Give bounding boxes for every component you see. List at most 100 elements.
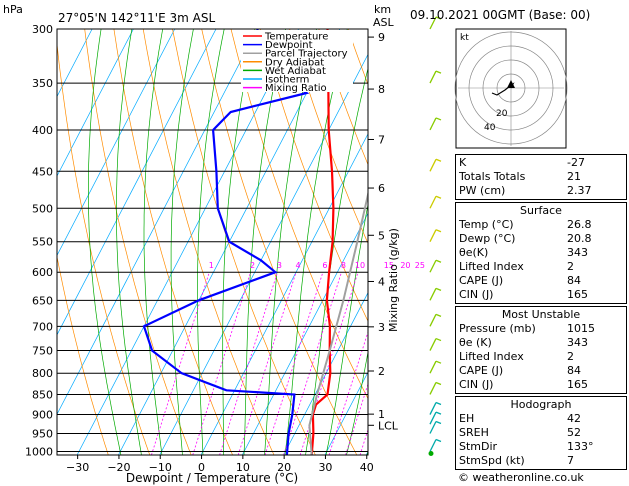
dry-adiabat-line [318, 29, 368, 166]
series-parcel-trajectory [308, 190, 368, 455]
unstable-value: 84 [567, 364, 581, 377]
wind-barb-flag [435, 70, 442, 74]
legend-label: Dry Adiabat [265, 57, 324, 68]
x-tick-label: −10 [149, 461, 172, 474]
mixing-ratio-label: 1 [209, 261, 214, 270]
unstable-label: θe (K) [459, 336, 492, 349]
indices-panel: K -27 Totals Totals 21 PW (cm) 2.37 Surface… [455, 154, 627, 472]
profile-lines [142, 29, 368, 455]
wet-adiabat-line [264, 29, 317, 455]
unstable-value: 2 [567, 350, 574, 363]
dry-adiabat-line [57, 255, 109, 455]
wet-adiabat-line [143, 29, 164, 455]
date-title: 09.10.2021 00GMT (Base: 00) [410, 8, 590, 22]
surface-label: Lifted Index [459, 260, 524, 273]
unstable-label: Lifted Index [459, 350, 524, 363]
pressure-tick-label: 600 [32, 266, 53, 279]
wind-barb-flag [435, 195, 442, 199]
hodo-value: 133° [567, 440, 594, 453]
pressure-tick-label: 950 [32, 428, 53, 441]
hodo-value: 42 [567, 412, 581, 425]
surface-value: 20.8 [567, 232, 592, 245]
hodo-row: StmSpd (kt) 7 [459, 454, 623, 468]
dry-adiabat-line [172, 29, 316, 455]
hpa-label: hPa [3, 3, 23, 16]
wind-barb-flag [435, 16, 442, 20]
pressure-tick-label: 750 [32, 345, 53, 358]
pressure-tick-label: 850 [32, 388, 53, 401]
pressure-tick-label: 350 [32, 77, 53, 90]
wet-adiabat-line [284, 29, 348, 455]
legend-label: Mixing Ratio [265, 83, 327, 94]
km-tick-label: 3 [378, 321, 385, 334]
x-tick-label: 30 [318, 461, 332, 474]
pressure-tick-label: 400 [32, 124, 53, 137]
wind-barb-flag [435, 360, 442, 364]
mixing-ratio-label: 8 [341, 261, 346, 270]
pressure-tick-label: 900 [32, 409, 53, 422]
pressure-tick-label: 1000 [25, 446, 53, 459]
wet-adiabat-line [346, 350, 368, 455]
km-tick-label: 2 [378, 365, 385, 378]
surface-value: 26.8 [567, 218, 592, 231]
most-unstable-title: Most Unstable [501, 308, 581, 321]
surface-label: CIN (J) [459, 288, 494, 301]
wind-barb [429, 421, 437, 434]
x-axis-title: Dewpoint / Temperature (°C) [126, 471, 298, 485]
surface-label: Dewp (°C) [459, 232, 516, 245]
hodo-label: EH [459, 412, 475, 425]
hodo-ring-label-20: 20 [496, 109, 508, 119]
surface-row: Temp (°C) 26.8 [459, 218, 623, 232]
wet-adiabat-line [243, 29, 287, 455]
isotherm-line [57, 29, 134, 177]
km-label: km [374, 3, 391, 16]
wind-barb-flag [435, 420, 442, 425]
surface-value: 343 [567, 246, 588, 259]
unstable-row: CIN (J) 165 [459, 378, 623, 392]
surface-row: CIN (J) 165 [459, 288, 623, 302]
hodo-value: 52 [567, 426, 581, 439]
unstable-label: Pressure (mb) [459, 322, 536, 335]
wet-adiabat-line [222, 29, 256, 455]
wind-barb-flag [435, 259, 442, 263]
km-tick-label: 9 [378, 31, 385, 44]
surface-label: CAPE (J) [459, 274, 504, 287]
pressure-tick-label: 450 [32, 165, 53, 178]
dry-adiabat-line [259, 29, 368, 322]
km-tick-label: 4 [378, 275, 385, 288]
legend-label: Parcel Trajectory [265, 49, 348, 60]
totals-totals-label: Totals Totals [459, 170, 526, 183]
wind-barb-flag [435, 438, 442, 443]
dry-adiabat-line [84, 29, 192, 455]
mixing-ratio-label: 10 [355, 261, 365, 270]
x-tick-label: −20 [107, 461, 130, 474]
legend-label: Isotherm [265, 75, 309, 86]
unstable-row: θe (K) 343 [459, 336, 623, 350]
wind-barb-flag [435, 158, 442, 162]
pressure-tick-label: 550 [32, 236, 53, 249]
surface-label: Temp (°C) [459, 218, 514, 231]
pressure-tick-label: 300 [32, 23, 53, 36]
km-tick-label: 7 [378, 133, 385, 146]
series-temperature [310, 29, 335, 455]
wind-barb [429, 158, 437, 172]
wet-adiabat-line [170, 29, 194, 455]
hodo-label: StmSpd (kt) [459, 454, 525, 467]
hodograph-units: kt [460, 33, 469, 43]
unstable-row: CAPE (J) 84 [459, 364, 623, 378]
storm-motion-marker [507, 80, 515, 88]
k-index-value: -27 [567, 156, 585, 169]
location-title: 27°05'N 142°11'E 3m ASL [58, 11, 215, 25]
wet-adiabat-line [88, 29, 122, 455]
pressure-tick-label: 650 [32, 294, 53, 307]
hodograph: kt 40 20 [454, 28, 568, 149]
hodo-label: StmDir [459, 440, 498, 453]
footer-credit: © weatheronline.co.uk [458, 471, 584, 484]
totals-totals-value: 21 [567, 170, 581, 183]
km-tick-label: 5 [378, 229, 385, 242]
mixing-ratio-label: 2 [250, 261, 255, 270]
mixing-ratio-label: 15 [384, 261, 394, 270]
unstable-label: CIN (J) [459, 378, 494, 391]
mixing-ratio-label: 3 [277, 261, 282, 270]
